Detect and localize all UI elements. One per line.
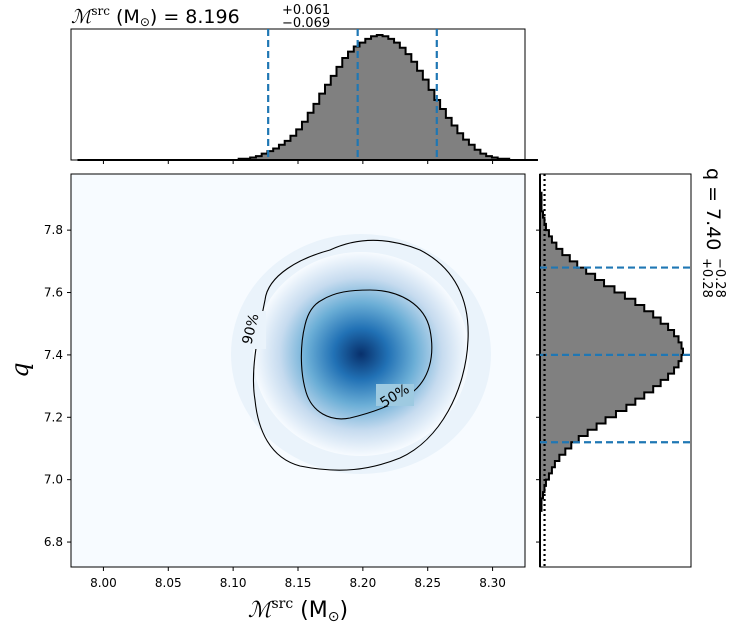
x-tick-label-2: 8.10	[220, 576, 247, 590]
right-hist-ticks	[536, 229, 540, 543]
y-tick-label-0: 6.8	[44, 535, 63, 549]
x-axis-label: ℳsrc (M⊙)	[248, 596, 348, 625]
y-tick-label-3: 7.4	[44, 348, 63, 362]
x-tick-label-6: 8.30	[479, 576, 506, 590]
right-hist-marks	[539, 174, 691, 567]
x-tick-label-1: 8.05	[155, 576, 182, 590]
top-hist-bars	[77, 34, 538, 161]
contour-50-label-bg	[376, 384, 414, 406]
x-tick-label-0: 8.00	[90, 576, 117, 590]
joint-panel: 90% 50% 8.00 8.05 8.10 8.15 8.20 8.25 8.30 6.8…	[6, 173, 526, 625]
right-hist-bars	[539, 174, 684, 567]
top-hist-ticks	[102, 160, 494, 164]
right-histogram: q = 7.40 +0.28 −0.28	[536, 168, 727, 568]
contour-90-label: 90%	[240, 312, 263, 346]
right-title: q = 7.40	[702, 168, 724, 250]
x-tick-label-4: 8.20	[349, 576, 376, 590]
joint-y-ticks: 6.8 7.0 7.2 7.4 7.6 7.8	[44, 223, 71, 549]
top-hist-marks	[77, 29, 538, 161]
contour-90	[252, 239, 469, 471]
y-axis-label: q	[6, 362, 34, 377]
top-title-minus: −0.069	[282, 16, 330, 31]
contour-90-label-bg	[240, 311, 266, 349]
right-title-minus: −0.28	[712, 258, 727, 298]
top-title: ℳsrc (M⊙) = 8.196	[71, 4, 240, 29]
x-tick-label-3: 8.15	[285, 576, 312, 590]
top-histogram: ℳsrc (M⊙) = 8.196 +0.061 −0.069	[70, 3, 538, 164]
y-tick-label-1: 7.0	[44, 473, 63, 487]
right-title-plus: +0.28	[699, 258, 714, 298]
y-tick-label-2: 7.2	[44, 410, 63, 424]
y-tick-label-5: 7.8	[44, 223, 63, 237]
y-tick-label-4: 7.6	[44, 286, 63, 300]
top-title-plus: +0.061	[282, 3, 330, 18]
joint-x-ticks: 8.00 8.05 8.10 8.15 8.20 8.25 8.30	[90, 567, 506, 590]
density-cloud	[253, 252, 469, 456]
x-tick-label-5: 8.25	[414, 576, 441, 590]
